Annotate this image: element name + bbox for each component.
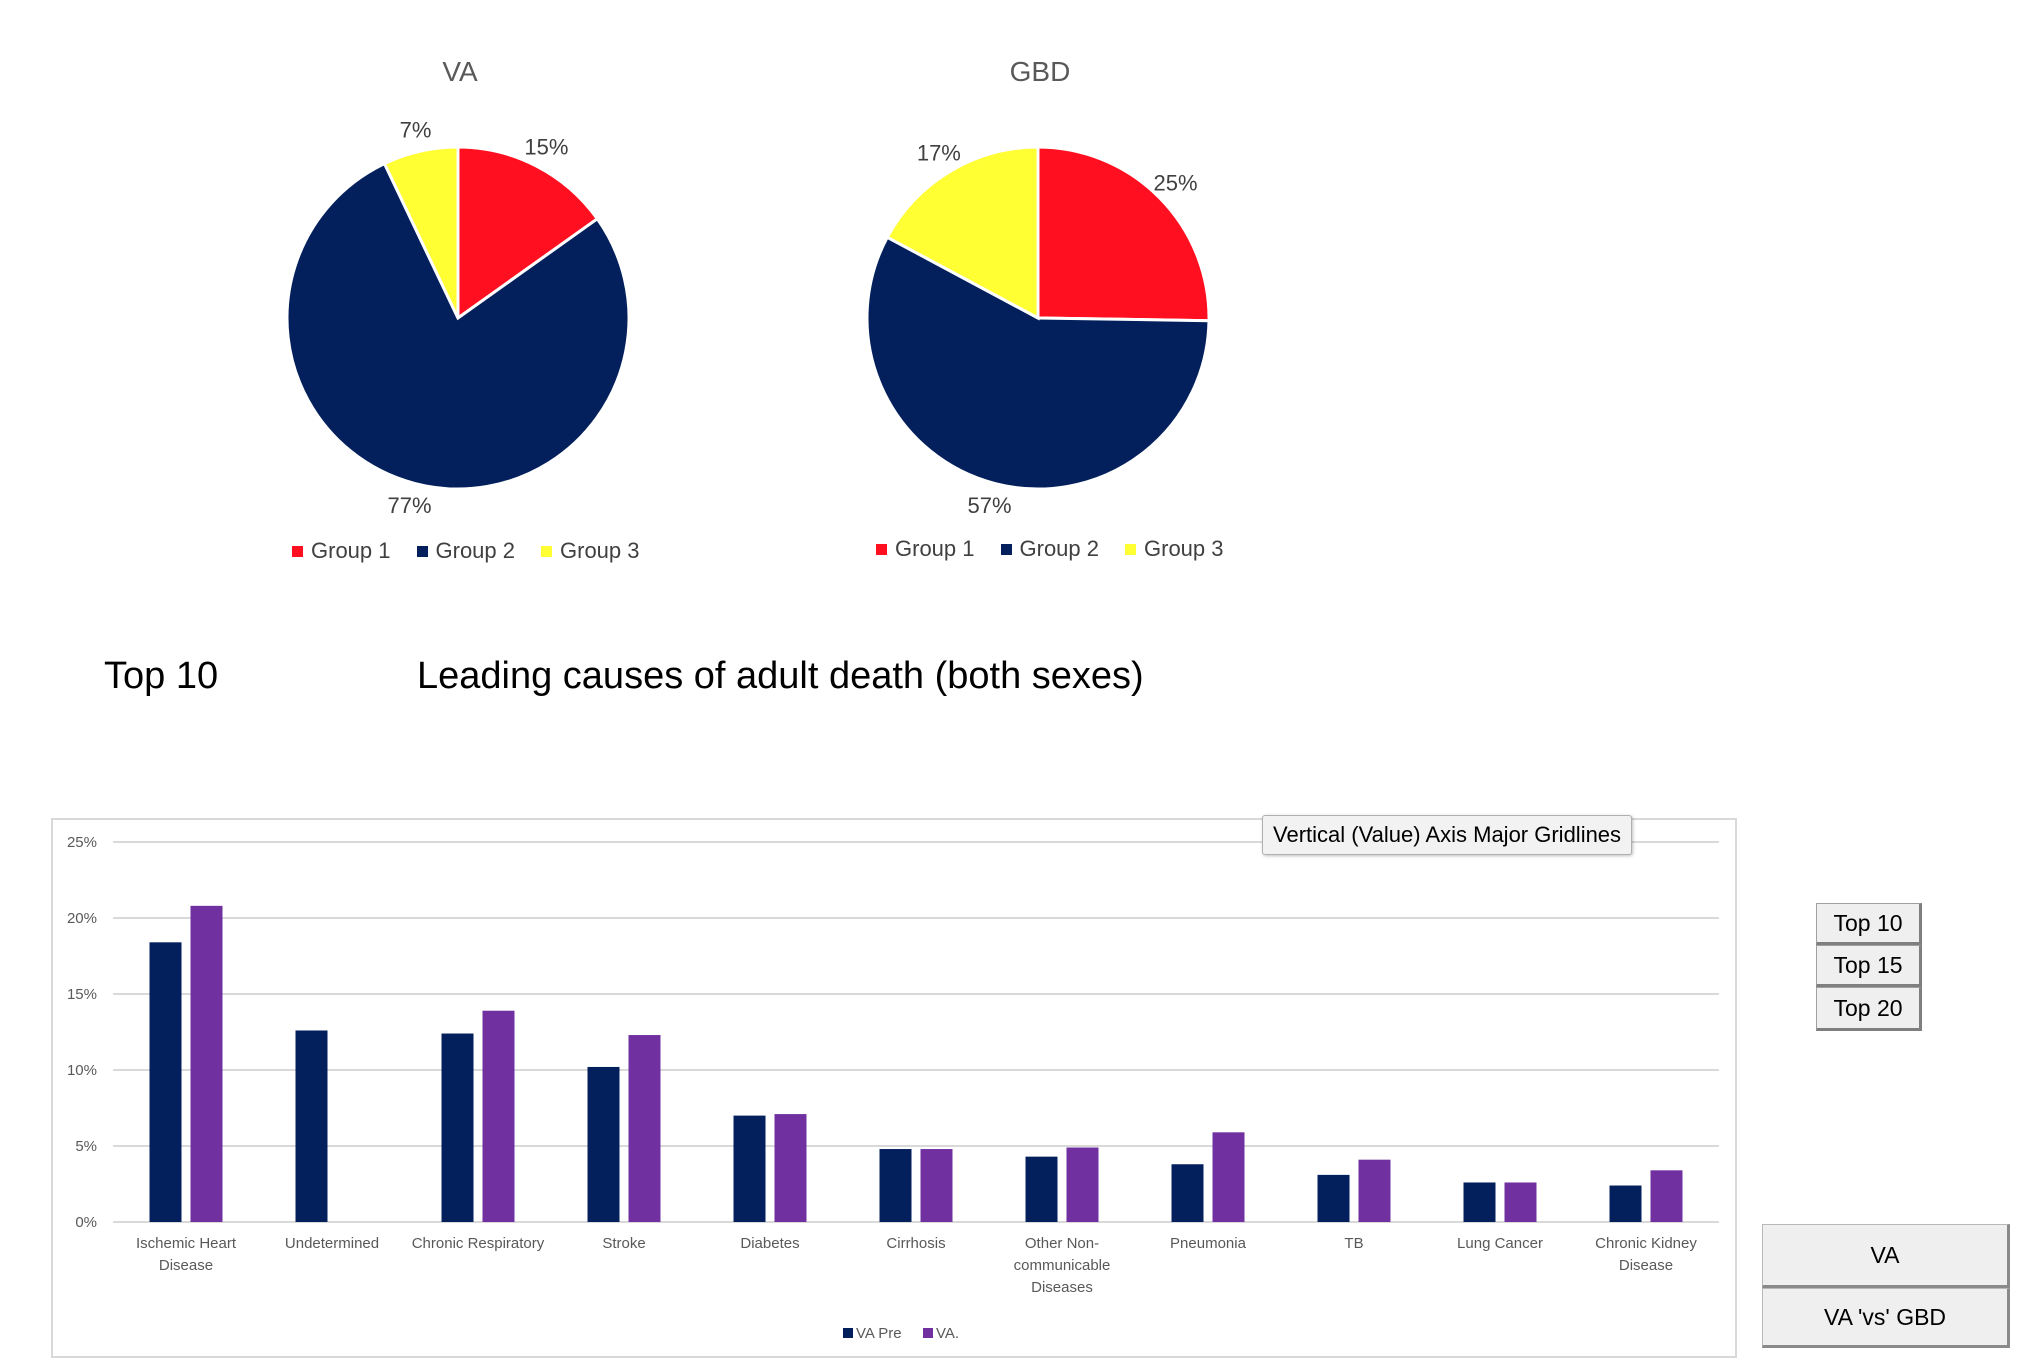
x-tick-label: Pneumonia [1170, 1235, 1247, 1252]
bar-va[interactable] [482, 1010, 515, 1222]
bar-va[interactable] [1212, 1132, 1245, 1222]
bar-va[interactable] [628, 1035, 661, 1222]
bar-va[interactable] [920, 1149, 953, 1222]
bar-va-pre[interactable] [733, 1115, 766, 1222]
bar-va[interactable] [1066, 1147, 1099, 1222]
x-tick-label: Cirrhosis [886, 1235, 945, 1252]
x-tick-label: communicable [1014, 1257, 1111, 1274]
x-tick-label: TB [1344, 1235, 1363, 1252]
legend-swatch [843, 1328, 853, 1338]
gridlines-tooltip: Vertical (Value) Axis Major Gridlines [1262, 815, 1633, 855]
pie-slice-group-3[interactable] [382, 145, 460, 319]
pie-slice-group-3[interactable] [885, 145, 1040, 321]
bar-va-pre[interactable] [879, 1149, 912, 1222]
bar-va-pre[interactable] [587, 1066, 620, 1222]
pie-data-label: 7% [400, 118, 432, 143]
bar-va-pre[interactable] [1317, 1174, 1350, 1222]
x-tick-label: Chronic Respiratory [412, 1235, 545, 1252]
va-view-button[interactable]: VA [1762, 1224, 2010, 1288]
legend-item-group-1: Group 1 [292, 538, 391, 564]
bar-va[interactable] [1650, 1170, 1683, 1222]
y-tick-label: 20% [67, 910, 97, 927]
legend-item-group-3: Group 3 [1125, 536, 1224, 562]
legend-item-group-1: Group 1 [876, 536, 975, 562]
x-tick-label: Ischemic Heart [136, 1235, 237, 1252]
pie-data-label: 77% [388, 493, 432, 518]
top-10-button[interactable]: Top 10 [1816, 903, 1922, 945]
x-tick-label: Lung Cancer [1457, 1235, 1543, 1252]
legend-item-group-2: Group 2 [416, 538, 515, 564]
x-tick-label: Disease [159, 1257, 213, 1274]
pie-slice-group-2[interactable] [865, 235, 1211, 491]
x-tick-label: Diabetes [740, 1235, 799, 1252]
legend-swatch [923, 1328, 933, 1338]
x-tick-label: Diseases [1031, 1279, 1093, 1296]
top-15-button[interactable]: Top 15 [1816, 945, 1922, 987]
x-tick-label: Undetermined [285, 1235, 379, 1252]
bar-va-pre[interactable] [441, 1033, 474, 1222]
gbd-pie-block: GBD 25% 57% 17% Group 1 Group 2 Group 3 [800, 0, 1280, 600]
bar-va[interactable] [190, 905, 223, 1222]
bar-va-pre[interactable] [149, 942, 182, 1222]
bar-va-pre[interactable] [1463, 1182, 1496, 1222]
va-vs-gbd-button[interactable]: VA 'vs' GBD [1762, 1288, 2010, 1348]
gbd-pie-legend: Group 1 Group 2 Group 3 [876, 536, 1224, 562]
bar-va-pre[interactable] [1609, 1185, 1642, 1222]
top-20-button[interactable]: Top 20 [1816, 987, 1922, 1031]
bar-chart-frame[interactable]: 0% 5% 10% 15% 20% 25% Ischemic Heart Disease Und… [51, 818, 1737, 1358]
y-tick-label: 15% [67, 986, 97, 1003]
y-tick-label: 25% [67, 834, 97, 851]
section-heading: Leading causes of adult death (both sexe… [417, 655, 1144, 697]
legend-item-group-2: Group 2 [1000, 536, 1099, 562]
legend-item-group-3: Group 3 [541, 538, 640, 564]
pie-data-label: 15% [524, 134, 568, 159]
gbd-pie-chart[interactable]: 25% 57% 17% [800, 0, 1280, 600]
pie-data-label: 17% [917, 140, 961, 165]
bar-va[interactable] [774, 1114, 807, 1222]
bar-va[interactable] [1504, 1182, 1537, 1222]
y-tick-label: 10% [67, 1062, 97, 1079]
gbd-pie-title: GBD [1009, 56, 1071, 87]
va-pie-block: VA 15% 77% 7% Group 1 Group 2 Group 3 [220, 0, 700, 600]
x-tick-label: Stroke [602, 1235, 645, 1252]
x-tick-label: Other Non- [1025, 1235, 1099, 1252]
legend-label: VA. [936, 1325, 959, 1342]
bar-va-pre[interactable] [1171, 1164, 1204, 1222]
bar-va-pre[interactable] [295, 1030, 328, 1222]
bar-chart[interactable]: 0% 5% 10% 15% 20% 25% Ischemic Heart Disease Und… [53, 820, 1735, 1356]
pie-data-label: 25% [1154, 171, 1198, 196]
bar-va-pre[interactable] [1025, 1156, 1058, 1222]
va-pie-chart[interactable]: 15% 77% 7% [220, 0, 700, 600]
y-tick-label: 5% [75, 1138, 97, 1155]
x-tick-label: Disease [1619, 1257, 1673, 1274]
pie-slice-group-1[interactable] [456, 145, 600, 321]
pie-data-label: 57% [968, 493, 1012, 518]
bar-va[interactable] [1358, 1159, 1391, 1222]
y-tick-label: 0% [75, 1214, 97, 1231]
pie-slice-group-2[interactable] [285, 161, 631, 491]
va-pie-legend: Group 1 Group 2 Group 3 [292, 538, 640, 564]
va-pie-title: VA [442, 56, 478, 87]
x-tick-label: Chronic Kidney [1595, 1235, 1697, 1252]
pie-slice-group-1[interactable] [1036, 145, 1211, 323]
top-count-label: Top 10 [104, 655, 219, 697]
legend-label: VA Pre [856, 1325, 902, 1342]
